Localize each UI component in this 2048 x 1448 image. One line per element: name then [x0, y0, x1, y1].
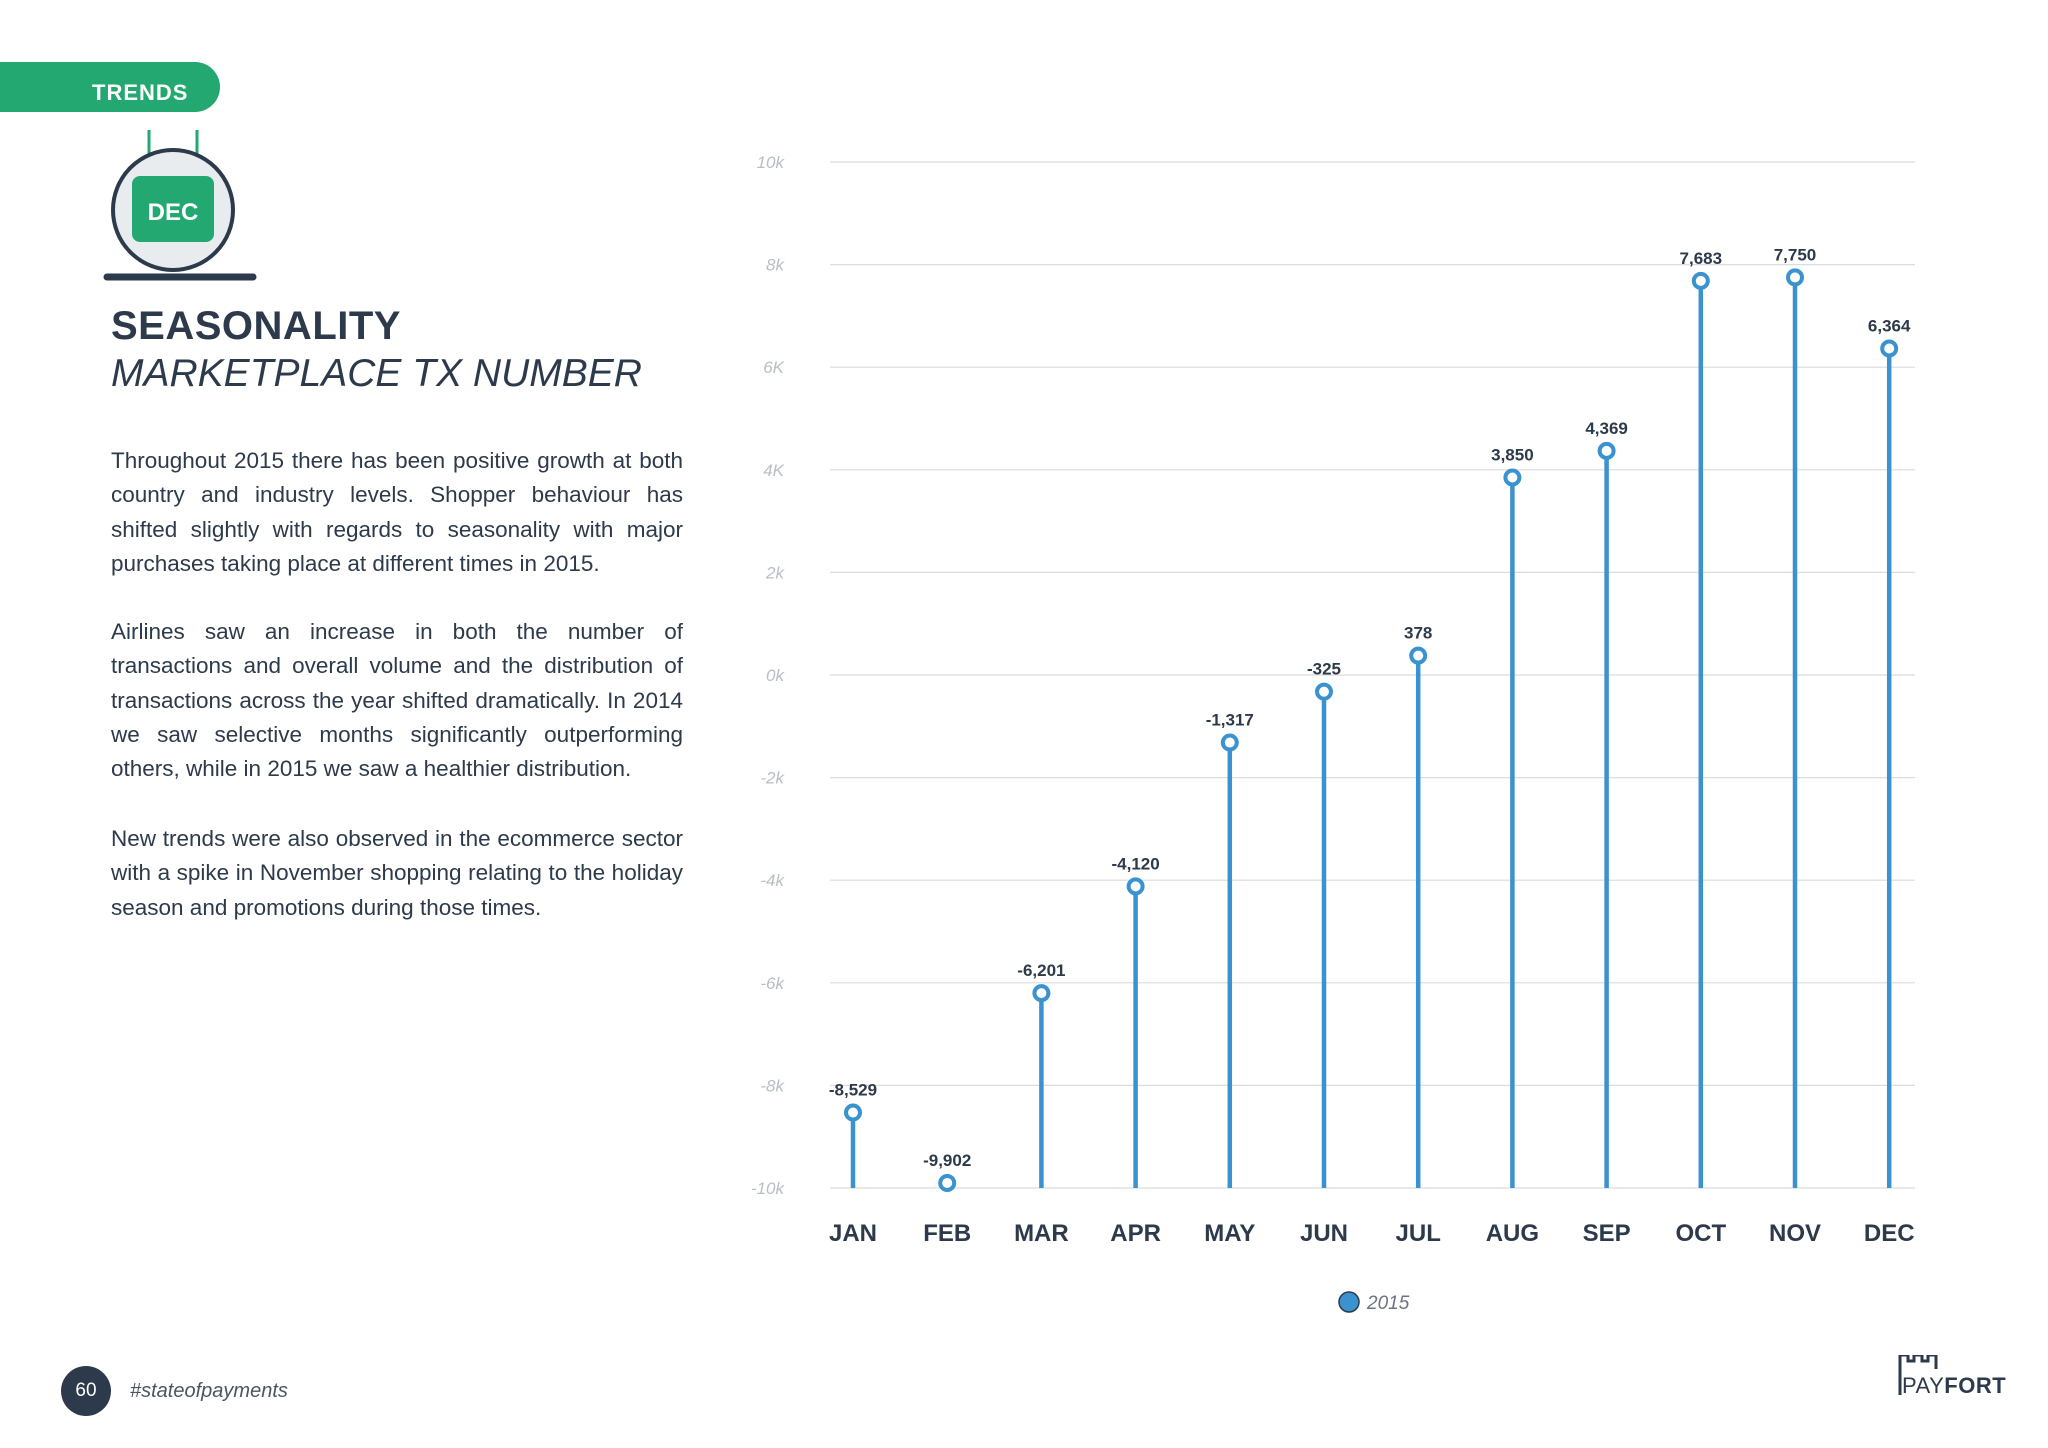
section-tab: TRENDS	[0, 62, 220, 112]
y-tick-label: 8k	[766, 256, 785, 275]
y-tick-label: 6K	[763, 358, 784, 377]
x-category-label: SEP	[1583, 1220, 1631, 1247]
data-label: 7,683	[1680, 249, 1723, 268]
y-tick-label: -10k	[751, 1179, 786, 1198]
data-label: 7,750	[1774, 245, 1817, 264]
data-label: -9,902	[923, 1151, 971, 1170]
y-tick-label: 2k	[765, 563, 785, 582]
x-category-label: DEC	[1864, 1220, 1915, 1247]
x-category-label: AUG	[1486, 1220, 1539, 1247]
y-tick-label: -2k	[760, 769, 785, 788]
data-point	[1220, 733, 1239, 752]
body-paragraph-3: New trends were also observed in the eco…	[111, 826, 683, 920]
data-label: -6,201	[1017, 961, 1065, 980]
x-category-label: JUN	[1300, 1220, 1348, 1247]
data-label: -325	[1307, 660, 1341, 679]
section-tab-label: TRENDS	[92, 80, 189, 105]
body-paragraph-2: Airlines saw an increase in both the num…	[111, 619, 683, 782]
y-tick-label: 10k	[757, 153, 786, 172]
data-label: 3,850	[1491, 445, 1534, 464]
x-category-label: JAN	[829, 1220, 877, 1247]
data-point	[1597, 441, 1616, 460]
data-point	[1126, 877, 1145, 896]
calendar-month-label: DEC	[148, 199, 199, 226]
data-label: 4,369	[1585, 419, 1628, 438]
y-tick-label: 4K	[763, 461, 784, 480]
y-tick-label: -4k	[760, 871, 785, 890]
legend-swatch	[1338, 1291, 1360, 1313]
data-point	[938, 1173, 957, 1192]
page-title: SEASONALITY	[111, 304, 401, 348]
data-label: -8,529	[829, 1081, 877, 1100]
x-category-label: FEB	[923, 1220, 971, 1247]
payfort-logo-icon	[1898, 1355, 1938, 1395]
data-point	[1786, 268, 1804, 287]
payfort-logo-text: PAYFORT	[1902, 1373, 2006, 1399]
data-point	[1503, 468, 1522, 487]
x-category-label: APR	[1110, 1220, 1161, 1247]
logo-suffix: FORT	[1944, 1373, 2007, 1398]
y-tick-label: -6k	[760, 974, 785, 993]
x-category-label: MAR	[1014, 1220, 1069, 1247]
x-category-label: OCT	[1675, 1220, 1726, 1247]
data-label: 6,364	[1868, 317, 1911, 336]
data-label: -1,317	[1206, 711, 1254, 730]
footer-hashtag: #stateofpayments	[130, 1380, 288, 1402]
data-point	[1880, 339, 1899, 358]
calendar-icon: DEC	[103, 130, 257, 281]
legend-label: 2015	[1366, 1293, 1410, 1314]
data-point	[1032, 984, 1051, 1003]
page-subtitle: MARKETPLACE TX NUMBER	[111, 352, 642, 395]
x-category-label: MAY	[1204, 1220, 1255, 1247]
data-point	[1409, 646, 1428, 665]
data-point	[1691, 271, 1710, 290]
body-paragraph-1: Throughout 2015 there has been positive …	[111, 448, 683, 576]
data-point	[844, 1103, 862, 1122]
x-category-label: NOV	[1769, 1220, 1821, 1247]
page-number: 60	[61, 1366, 111, 1416]
y-tick-label: 0k	[766, 666, 785, 685]
logo-prefix: PAY	[1902, 1373, 1945, 1398]
data-label: -4,120	[1111, 854, 1159, 873]
y-tick-label: -8k	[760, 1076, 785, 1095]
data-point	[1315, 682, 1333, 701]
x-category-label: JUL	[1396, 1220, 1441, 1247]
data-label: 378	[1404, 624, 1432, 643]
